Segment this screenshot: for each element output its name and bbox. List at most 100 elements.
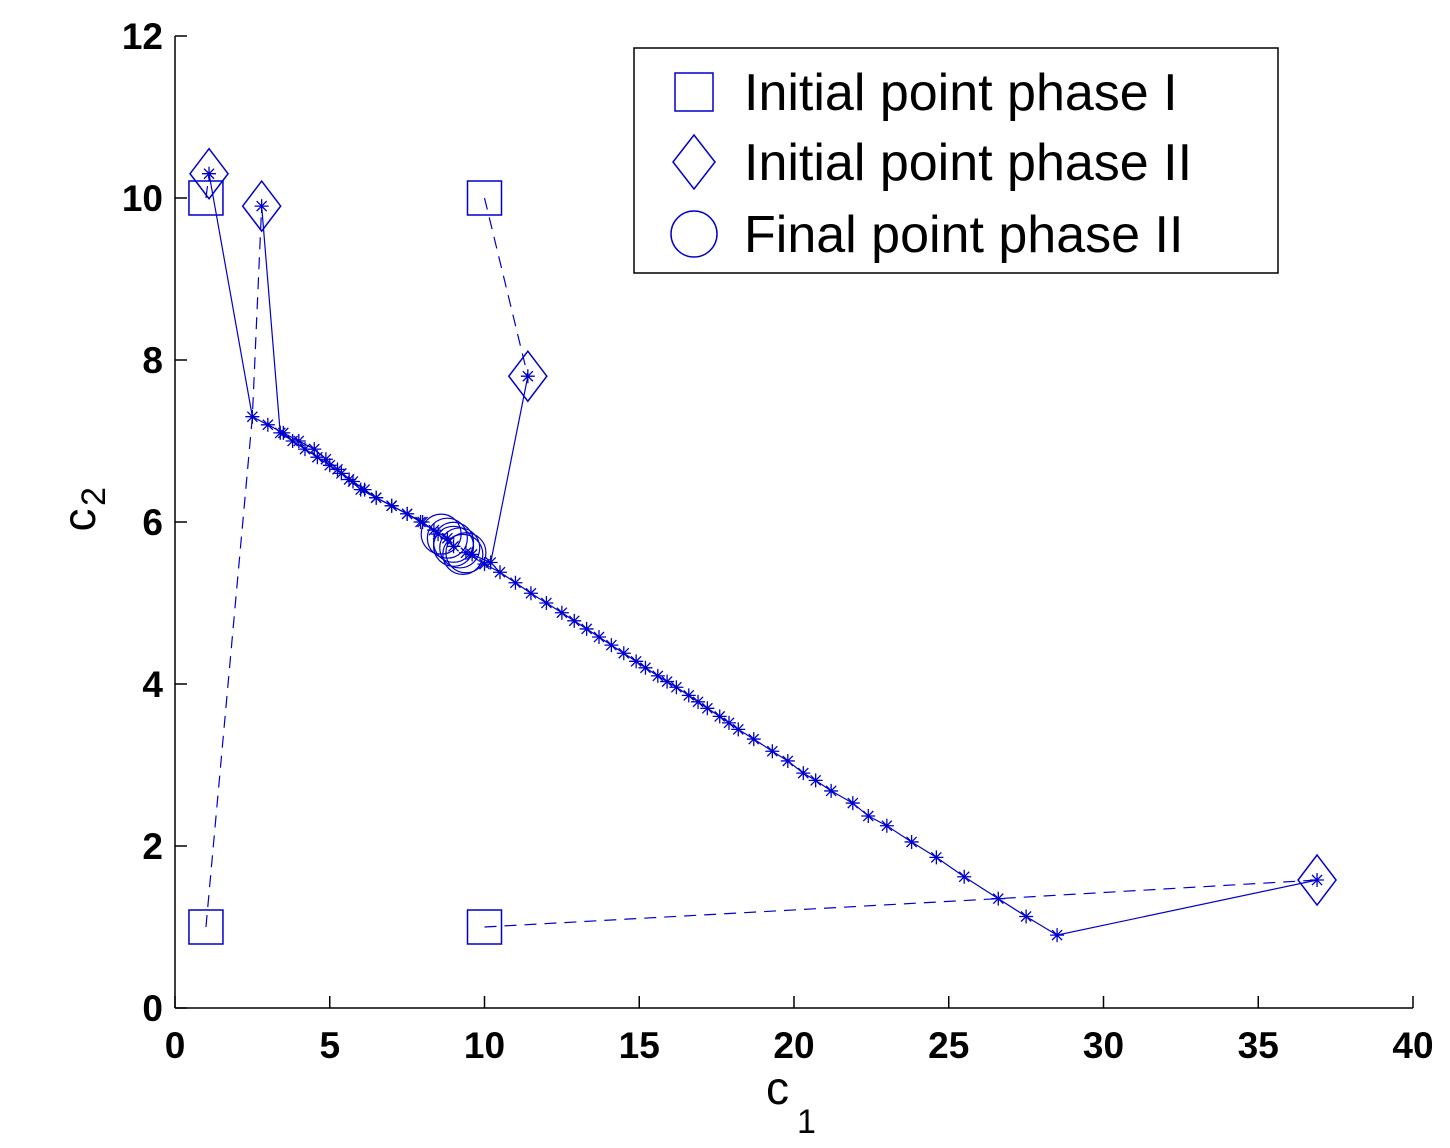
star-marker bbox=[483, 555, 498, 570]
diamond-marker bbox=[1297, 853, 1338, 907]
star-marker bbox=[1019, 909, 1034, 924]
x-tick-label: 25 bbox=[928, 1025, 969, 1066]
star-marker bbox=[700, 701, 715, 716]
phase2-path bbox=[465, 552, 1318, 936]
circle-marker bbox=[439, 527, 481, 569]
y-tick-label: 8 bbox=[142, 340, 163, 381]
y-tick-label: 4 bbox=[142, 664, 163, 705]
star-marker bbox=[440, 531, 455, 546]
star-marker bbox=[691, 694, 706, 709]
star-marker bbox=[660, 674, 675, 689]
diamond-marker bbox=[507, 349, 548, 403]
legend: Initial point phase I Initial point phase… bbox=[633, 47, 1279, 274]
y-tick-label: 2 bbox=[142, 826, 163, 867]
phase2-path bbox=[208, 173, 448, 539]
star-marker bbox=[1050, 928, 1065, 943]
star-marker bbox=[808, 773, 823, 788]
star-marker bbox=[458, 545, 473, 560]
legend-frame bbox=[633, 47, 1279, 274]
y-axis-label: c 2 bbox=[53, 487, 113, 531]
star-marker bbox=[245, 409, 260, 424]
star-marker bbox=[879, 818, 894, 833]
diamond-marker bbox=[189, 147, 229, 200]
star-marker bbox=[579, 621, 594, 636]
legend-circle-icon bbox=[670, 210, 718, 258]
phase2-path bbox=[471, 376, 529, 564]
diamond-marker bbox=[241, 179, 282, 233]
star-marker bbox=[1310, 873, 1325, 888]
star-marker bbox=[334, 466, 349, 481]
star-marker bbox=[746, 732, 761, 747]
star-marker bbox=[731, 722, 746, 737]
star-marker bbox=[322, 458, 337, 473]
star-marker bbox=[477, 557, 492, 572]
star-marker bbox=[638, 660, 653, 675]
square-marker bbox=[466, 180, 503, 216]
square-marker bbox=[188, 180, 224, 216]
star-marker bbox=[650, 668, 665, 683]
x-axis-label-main: c bbox=[766, 1062, 789, 1114]
star-marker bbox=[446, 539, 461, 554]
circle-marker bbox=[426, 517, 468, 559]
star-marker bbox=[991, 891, 1006, 906]
x-tick-label: 10 bbox=[464, 1025, 505, 1066]
trajectory-3 bbox=[442, 180, 548, 576]
circle-marker bbox=[432, 521, 475, 563]
legend-label: Initial point phase I bbox=[744, 64, 1178, 122]
star-marker bbox=[722, 715, 737, 730]
x-axis-label-subscript: 1 bbox=[797, 1103, 816, 1141]
star-marker bbox=[357, 482, 372, 497]
star-marker bbox=[310, 450, 325, 465]
star-marker bbox=[318, 452, 333, 467]
x-axis-label: c 1 bbox=[766, 1062, 816, 1141]
phase2-path bbox=[261, 206, 454, 547]
star-marker bbox=[629, 654, 644, 669]
star-marker bbox=[669, 680, 684, 695]
star-marker bbox=[523, 586, 538, 601]
star-marker bbox=[904, 834, 919, 849]
square-marker bbox=[188, 909, 224, 945]
star-marker bbox=[604, 638, 619, 653]
y-tick-label: 6 bbox=[142, 502, 163, 543]
star-marker bbox=[567, 613, 582, 628]
legend-item-square: Initial point phase I bbox=[674, 64, 1178, 122]
x-tick-label: 0 bbox=[165, 1025, 186, 1066]
star-marker bbox=[415, 515, 430, 529]
trajectory-1 bbox=[188, 147, 468, 559]
star-marker bbox=[712, 709, 727, 724]
axes: 0 5 10 15 20 25 30 35 40 0 2 4 6 8 10 12 bbox=[122, 16, 1434, 1066]
y-tick-label: 10 bbox=[122, 178, 163, 219]
star-marker bbox=[765, 744, 780, 759]
x-tick-label: 30 bbox=[1083, 1025, 1124, 1066]
phase1-path bbox=[484, 879, 1318, 928]
x-tick-label: 40 bbox=[1392, 1025, 1433, 1066]
star-marker bbox=[796, 766, 811, 781]
star-marker bbox=[202, 166, 217, 181]
star-marker bbox=[307, 442, 322, 457]
x-tick-label: 20 bbox=[773, 1025, 814, 1066]
y-axis-label-main: c bbox=[53, 509, 105, 532]
final-cluster bbox=[420, 513, 481, 569]
circle-marker bbox=[445, 532, 487, 574]
square-marker bbox=[466, 909, 503, 945]
star-marker bbox=[492, 565, 507, 580]
x-tick-label: 5 bbox=[319, 1025, 340, 1066]
plot-area bbox=[188, 147, 1338, 945]
phase1-path bbox=[205, 206, 263, 928]
star-marker bbox=[285, 434, 300, 448]
trajectory-2 bbox=[188, 179, 475, 945]
y-axis-label-subscript: 2 bbox=[75, 487, 113, 506]
star-marker bbox=[384, 498, 399, 513]
star-marker bbox=[592, 630, 607, 645]
star-marker bbox=[929, 850, 944, 865]
y-tick-label: 0 bbox=[142, 988, 163, 1029]
star-marker bbox=[845, 796, 860, 811]
star-marker bbox=[780, 753, 795, 768]
star-marker bbox=[400, 506, 415, 521]
star-marker bbox=[520, 369, 535, 384]
star-marker bbox=[273, 425, 288, 440]
star-marker bbox=[369, 490, 384, 505]
star-marker bbox=[824, 783, 839, 798]
legend-label: Final point phase II bbox=[744, 206, 1183, 264]
star-marker bbox=[861, 809, 876, 824]
